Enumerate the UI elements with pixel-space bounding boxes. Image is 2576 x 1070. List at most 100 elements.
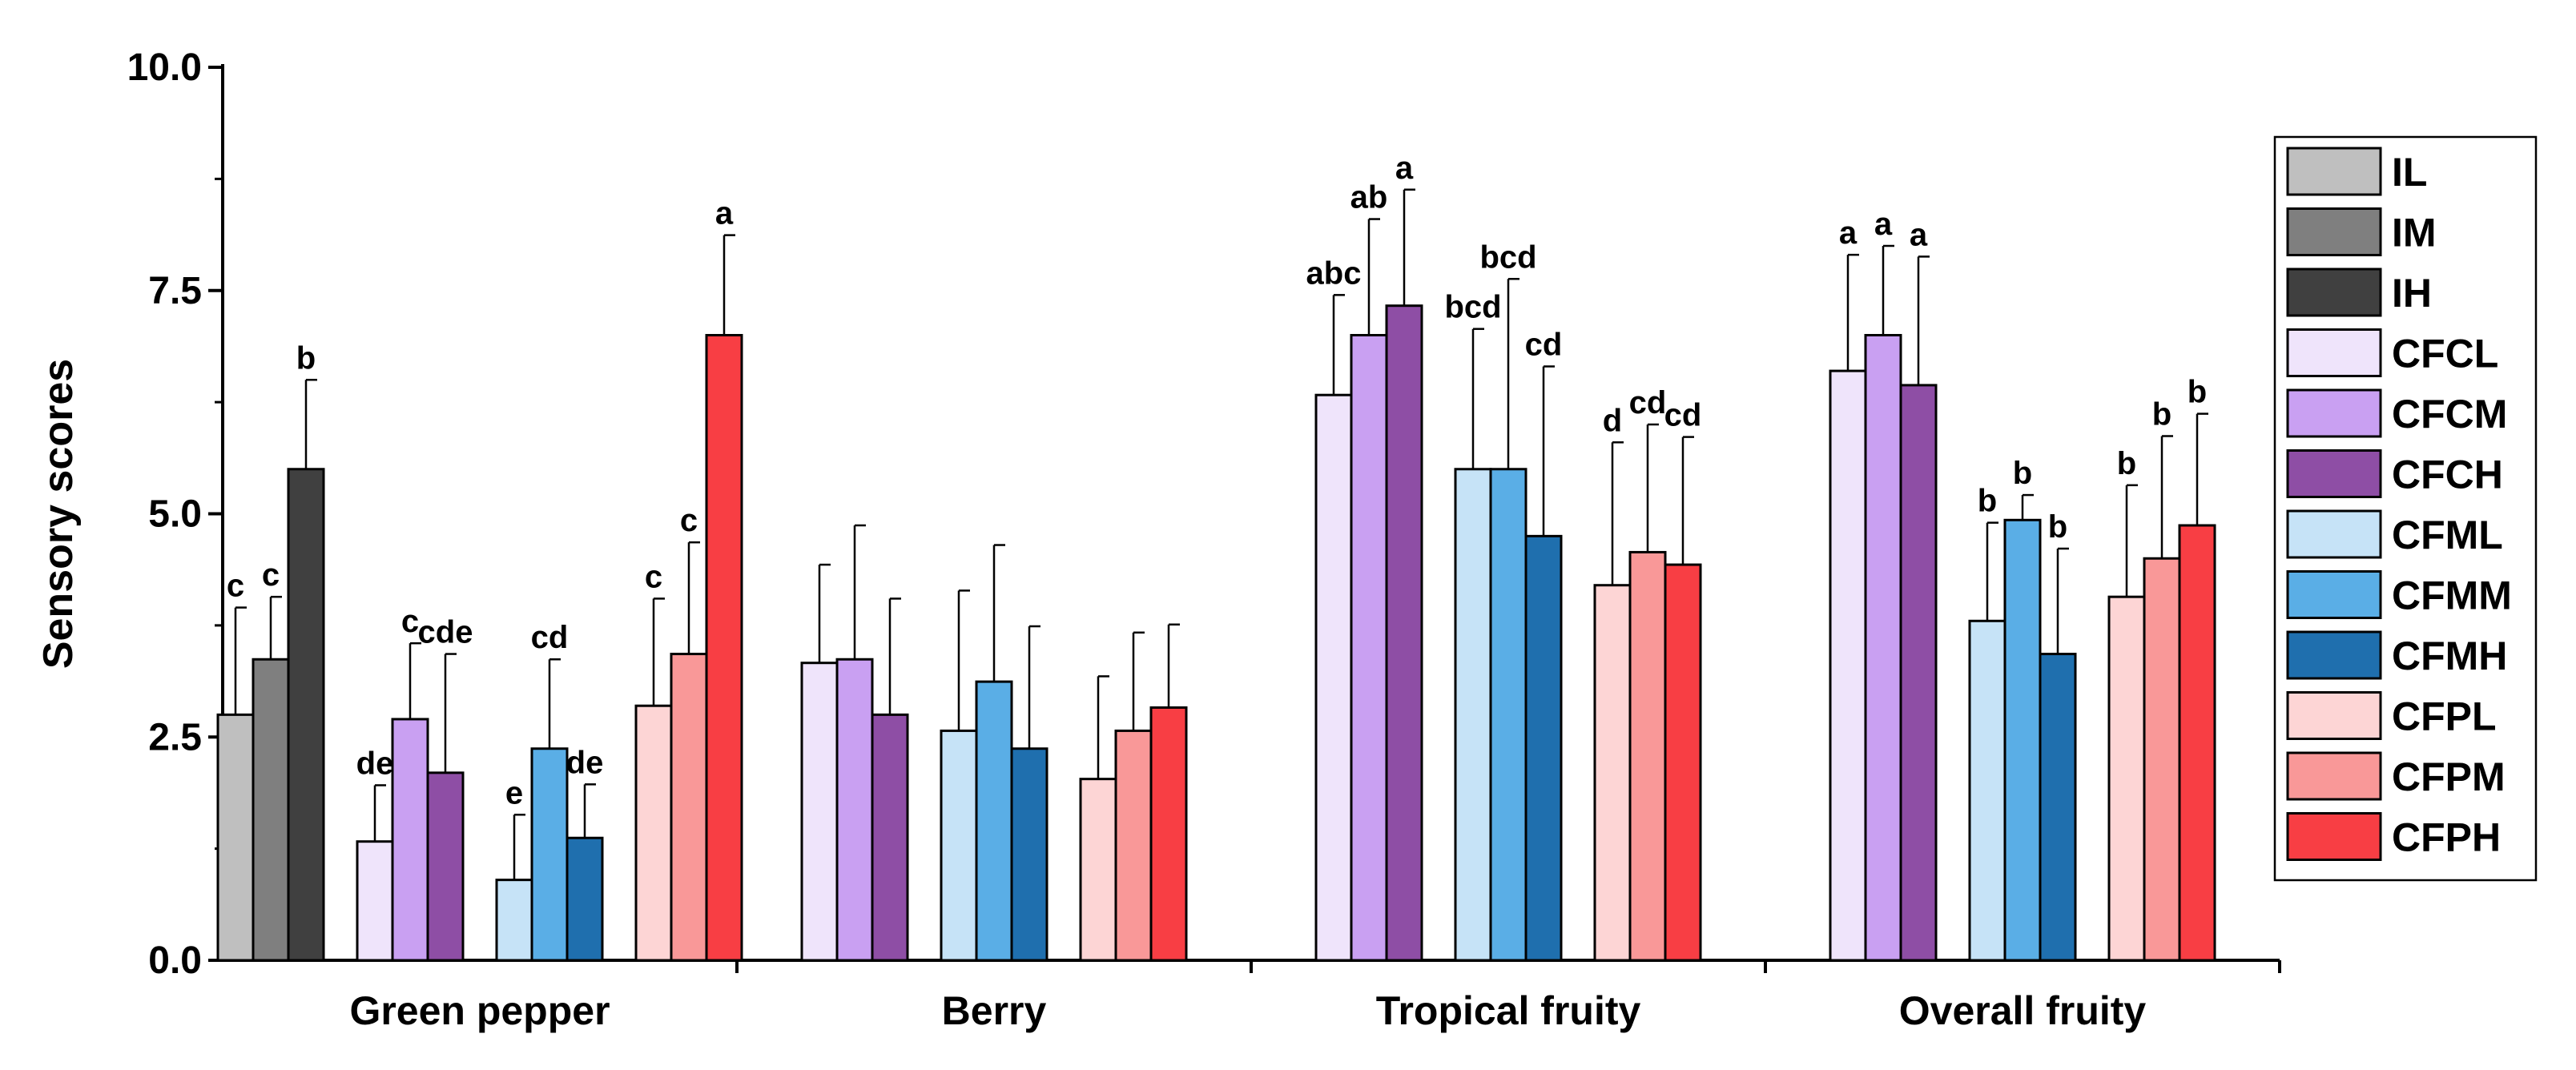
y-tick-label: 5.0: [148, 493, 202, 536]
legend-label: CFPM: [2392, 754, 2506, 799]
y-tick-label: 7.5: [148, 270, 202, 312]
legend-group: IL IM IH CFCL CFCM CFCH CFML CFMM CFMH CFPL CFPM CF…: [2273, 135, 2538, 882]
bar: [1489, 468, 1527, 962]
bar: [1968, 619, 2006, 962]
bar: [287, 468, 325, 962]
bar: [835, 658, 874, 962]
bar: [1454, 468, 1492, 962]
bar: [1079, 778, 1117, 962]
significance-label: b: [2152, 396, 2171, 432]
bar: [800, 662, 839, 962]
legend-swatch: [2286, 449, 2382, 498]
legend-swatch: [2286, 812, 2382, 861]
y-axis-title: Sensory scores: [35, 359, 82, 669]
bar: [1350, 334, 1388, 962]
significance-label: e: [505, 775, 523, 811]
legend-swatch: [2286, 147, 2382, 196]
legend-swatch: [2286, 207, 2382, 256]
significance-label: c: [227, 569, 244, 604]
significance-label: c: [262, 557, 280, 593]
bar: [634, 704, 673, 962]
bar: [1149, 706, 1188, 962]
bar: [391, 718, 429, 962]
legend-label: CFCH: [2392, 453, 2503, 497]
legend-label: CFPL: [2392, 694, 2497, 739]
category-label: Green pepper: [349, 988, 610, 1033]
legend-label: CFMH: [2392, 634, 2507, 678]
bar: [1114, 729, 1153, 962]
significance-label: a: [1839, 215, 1858, 251]
bar: [1524, 534, 1563, 962]
significance-label: a: [1395, 151, 1414, 186]
bar: [871, 713, 909, 962]
bar: [975, 680, 1013, 962]
y-tick-label: 2.5: [148, 716, 202, 758]
bar: [2143, 557, 2181, 962]
significance-label: c: [680, 503, 698, 538]
significance-label: b: [2013, 456, 2032, 491]
category-label: Berry: [942, 988, 1047, 1033]
bar: [1829, 369, 1867, 962]
category-label: Overall fruity: [1899, 988, 2147, 1033]
bar: [2039, 653, 2077, 962]
significance-label: c: [645, 559, 662, 594]
legend-swatch: [2286, 509, 2382, 559]
significance-label: cd: [1664, 398, 1702, 433]
bar: [2003, 518, 2042, 962]
legend-swatch: [2286, 388, 2382, 438]
significance-label: cd: [1525, 328, 1563, 363]
legend-label: CFMM: [2392, 573, 2512, 618]
legend-swatch: [2286, 630, 2382, 680]
significance-label: d: [1603, 403, 1622, 438]
significance-label: c: [401, 604, 419, 639]
significance-label: cd: [1629, 385, 1667, 420]
bar: [2107, 595, 2146, 962]
bar: [566, 836, 604, 962]
significance-label: b: [2048, 509, 2067, 545]
legend-label: CFCM: [2392, 392, 2507, 436]
significance-label: a: [1874, 207, 1893, 242]
legend-label: IM: [2392, 211, 2437, 255]
bar: [2178, 524, 2216, 962]
bar: [940, 729, 978, 962]
bar: [1628, 550, 1667, 962]
bar: [670, 653, 708, 962]
bar: [495, 879, 533, 962]
significance-label: de: [356, 746, 394, 781]
legend-label: CFCL: [2392, 332, 2498, 376]
significance-label: de: [566, 745, 604, 780]
bar: [530, 747, 569, 962]
significance-label: b: [1978, 484, 1997, 519]
legend-label: IH: [2392, 271, 2432, 316]
significance-label: b: [2117, 446, 2136, 481]
bar: [356, 840, 394, 962]
bar: [1314, 393, 1353, 962]
legend-swatch: [2286, 268, 2382, 317]
bar: [216, 713, 255, 962]
significance-label: a: [1910, 217, 1928, 252]
bar: [1385, 304, 1423, 962]
bar: [1593, 584, 1632, 962]
legend-label: IL: [2392, 150, 2427, 195]
y-tick-label: 0.0: [148, 939, 202, 982]
significance-label: b: [296, 340, 316, 376]
bar: [252, 658, 290, 962]
significance-label: bcd: [1444, 290, 1501, 325]
legend-label: CFPH: [2392, 815, 2501, 860]
significance-label: a: [715, 196, 734, 231]
y-tick-label: 10.0: [127, 46, 202, 89]
bar: [1664, 563, 1702, 962]
significance-label: abc: [1306, 255, 1362, 291]
legend-swatch: [2286, 328, 2382, 377]
legend-swatch: [2286, 751, 2382, 801]
significance-label: bcd: [1479, 239, 1536, 275]
significance-label: b: [2188, 375, 2207, 410]
bar: [1899, 384, 1938, 962]
bar: [1864, 334, 1902, 962]
legend-swatch: [2286, 570, 2382, 619]
bars-group: [216, 188, 2216, 962]
bar: [705, 334, 743, 962]
